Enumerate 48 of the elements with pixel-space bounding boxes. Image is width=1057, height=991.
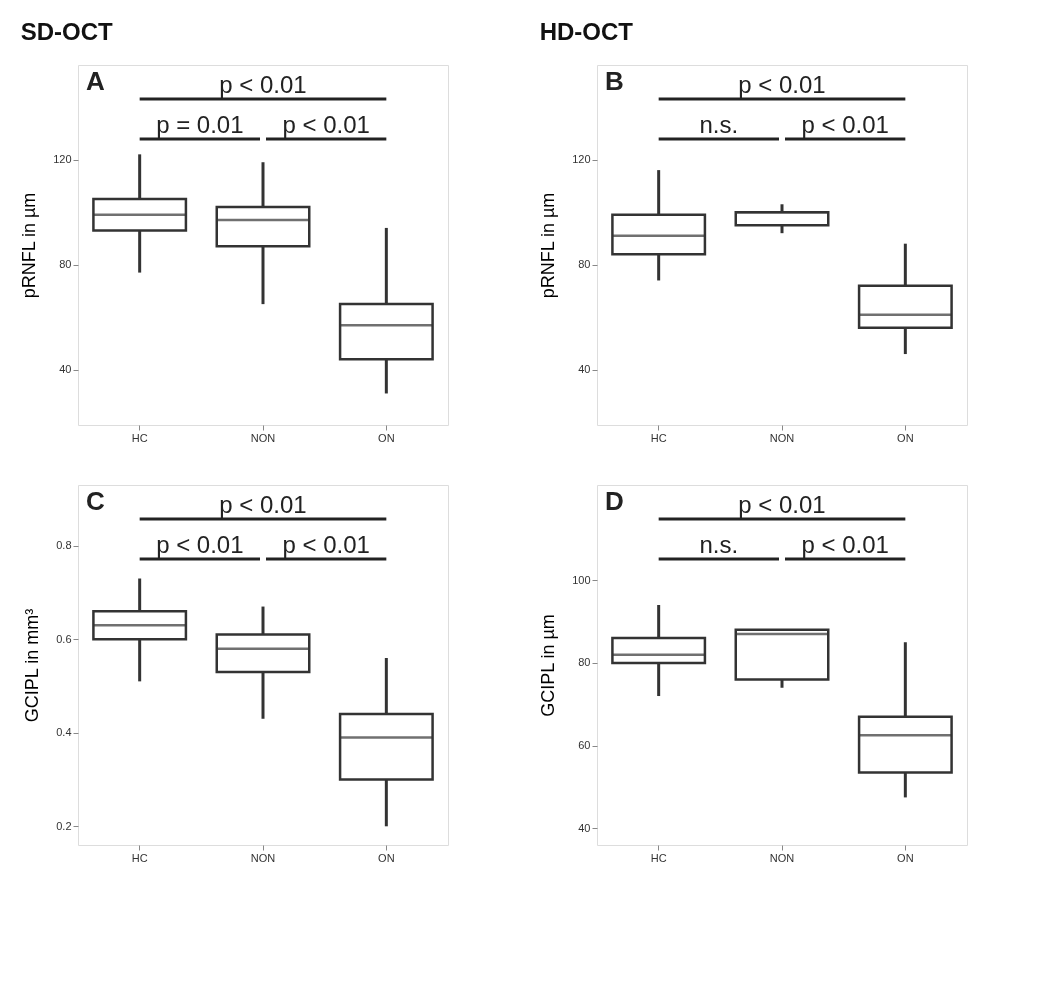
x-tick-label: NON <box>250 851 276 864</box>
chart-title: A <box>86 66 105 96</box>
annotation: p = 0.01 <box>156 111 244 138</box>
y-axis-title: pRNFL in µm <box>19 192 40 299</box>
x-tick-label: NON <box>769 431 795 444</box>
y-tick-label: 40 <box>578 821 591 834</box>
y-tick-label: 40 <box>578 363 591 376</box>
chart-title: B <box>605 66 624 96</box>
x-tick-label: ON <box>378 431 395 444</box>
y-tick-label: 120 <box>572 153 591 166</box>
x-tick-label: NON <box>769 851 795 864</box>
x-tick-label: HC <box>131 851 148 864</box>
y-tick-label: 60 <box>578 739 591 752</box>
y-tick-label: 100 <box>572 573 591 586</box>
chart-subtitle: SD-OCT <box>20 18 113 45</box>
x-tick-label: ON <box>897 431 914 444</box>
annotation: p < 0.01 <box>282 531 370 558</box>
annotation: p < 0.01 <box>801 531 889 558</box>
chart-title: D <box>605 486 624 516</box>
chart-title: C <box>86 486 105 516</box>
x-tick-label: ON <box>897 851 914 864</box>
y-tick-label: 0.8 <box>56 539 72 552</box>
y-axis-title: GCIPL in mm³ <box>22 608 43 723</box>
annotation: p < 0.01 <box>219 71 307 98</box>
annotation: n.s. <box>699 531 739 558</box>
annotation: n.s. <box>699 111 739 138</box>
x-tick-label: ON <box>378 851 395 864</box>
annotation: p < 0.01 <box>738 71 826 98</box>
y-tick-label: 80 <box>578 656 591 669</box>
y-tick-label: 0.6 <box>56 632 72 645</box>
x-tick-label: HC <box>131 431 148 444</box>
annotation: p < 0.01 <box>801 111 889 138</box>
chart-subtitle: HD-OCT <box>539 18 634 45</box>
y-tick-label: 0.4 <box>56 726 72 739</box>
y-tick-label: 80 <box>578 258 591 271</box>
y-tick-label: 0.2 <box>56 819 72 832</box>
x-tick-label: NON <box>250 431 276 444</box>
y-tick-label: 80 <box>59 258 72 271</box>
y-axis-title: pRNFL in µm <box>538 192 559 299</box>
annotation: p < 0.01 <box>282 111 370 138</box>
annotation: p < 0.01 <box>156 531 244 558</box>
y-axis-title: GCIPL in µm <box>538 614 559 717</box>
y-tick-label: 40 <box>59 363 72 376</box>
x-tick-label: HC <box>650 431 667 444</box>
x-tick-label: HC <box>650 851 667 864</box>
y-tick-label: 120 <box>53 153 72 166</box>
annotation: p < 0.01 <box>219 491 307 518</box>
annotation: p < 0.01 <box>738 491 826 518</box>
